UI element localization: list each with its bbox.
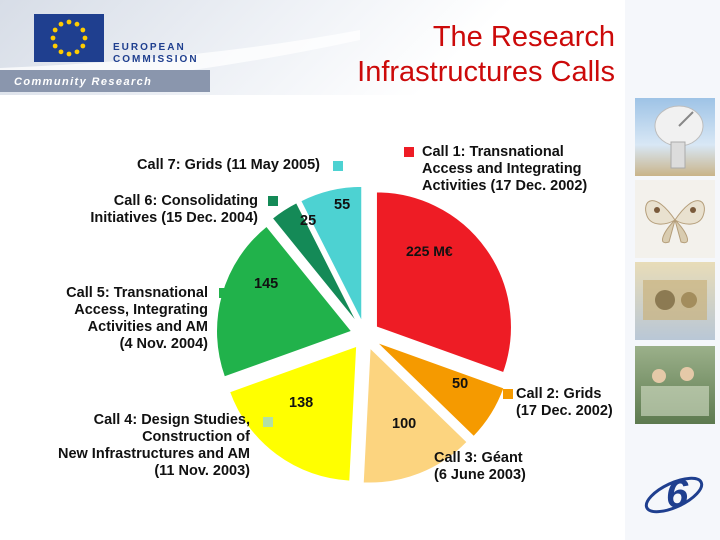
eu-star	[50, 35, 56, 41]
pie-slice-call-2	[376, 341, 505, 438]
legend-swatch-call-2	[503, 389, 513, 399]
title-line-1: The Research	[432, 21, 615, 53]
eu-star	[52, 27, 58, 33]
value-label-call-4: 138	[289, 395, 314, 411]
value-label-call-1: 225 M€	[406, 243, 453, 259]
value-label-call-3: 100	[392, 416, 417, 432]
value-label-call-6: 25	[300, 213, 317, 229]
pie-slice-call-1	[375, 191, 512, 374]
pie-slice-call-6	[271, 202, 358, 324]
eu-star	[82, 35, 88, 41]
header-swoosh	[0, 30, 360, 92]
legend-swatch-call-1	[404, 147, 414, 157]
logo-line-1: EUROPEAN	[113, 42, 186, 53]
eu-star	[66, 51, 72, 57]
title-line-2: Infrastructures Calls	[357, 56, 615, 88]
value-label-call-5: 145	[254, 276, 279, 292]
engineering-photo	[635, 262, 715, 340]
legend-label-call-1: Call 1: Transnational Access and Integra…	[422, 144, 588, 194]
pie-slice-call-3	[362, 346, 468, 484]
legend-label-call-2: Call 2: Grids (17 Dec. 2002)	[516, 386, 613, 419]
machinery-icon	[643, 280, 707, 320]
legend-label-call-3: Call 3: Géant (6 June 2003)	[434, 450, 526, 483]
legend-swatch-call-5	[219, 288, 229, 298]
eu-stars-icon	[50, 19, 88, 57]
eu-star	[66, 19, 72, 25]
legend-label-call-5: Call 5: Transnational Access, Integratin…	[66, 285, 208, 352]
eu-star	[80, 43, 86, 49]
legend-label-call-6: Call 6: Consolidating Initiatives (15 De…	[90, 193, 258, 226]
legend-swatch-call-7	[333, 161, 343, 171]
legend-label-call-7: Call 7: Grids (11 May 2005)	[137, 157, 320, 173]
legend-label-call-4: Call 4: Design Studies, Construction of …	[57, 412, 250, 479]
eu-star	[80, 27, 86, 33]
fp6-logo-icon: 6	[644, 472, 704, 516]
value-label-call-7: 55	[334, 197, 351, 213]
legend-swatch-call-4	[263, 417, 273, 427]
value-label-call-2: 50	[452, 376, 469, 392]
eu-star	[74, 49, 80, 55]
radio-telescope-icon	[654, 105, 704, 169]
eu-star	[74, 21, 80, 27]
radio-telescope-photo	[635, 98, 715, 176]
eu-flag-logo	[34, 14, 104, 62]
pie-slice-call-7	[300, 185, 363, 322]
svg-text:6: 6	[666, 472, 689, 516]
butterfly-icon	[645, 200, 705, 244]
slide-title: The Research Infrastructures Calls	[280, 20, 615, 90]
legend-swatch-call-3	[418, 453, 428, 463]
logo-line-2: COMMISSION	[113, 54, 199, 65]
laboratory-icon	[641, 367, 709, 416]
header-subtitle: Community Research	[14, 76, 153, 88]
legend-swatch-call-6	[268, 196, 278, 206]
butterfly-photo	[635, 180, 715, 258]
eu-star	[52, 43, 58, 49]
eu-star	[58, 49, 64, 55]
pie-slice-call-4	[228, 345, 358, 482]
eu-commission-wordmark: EUROPEAN COMMISSION	[113, 42, 199, 66]
eu-star	[58, 21, 64, 27]
laboratory-photo	[635, 346, 715, 424]
